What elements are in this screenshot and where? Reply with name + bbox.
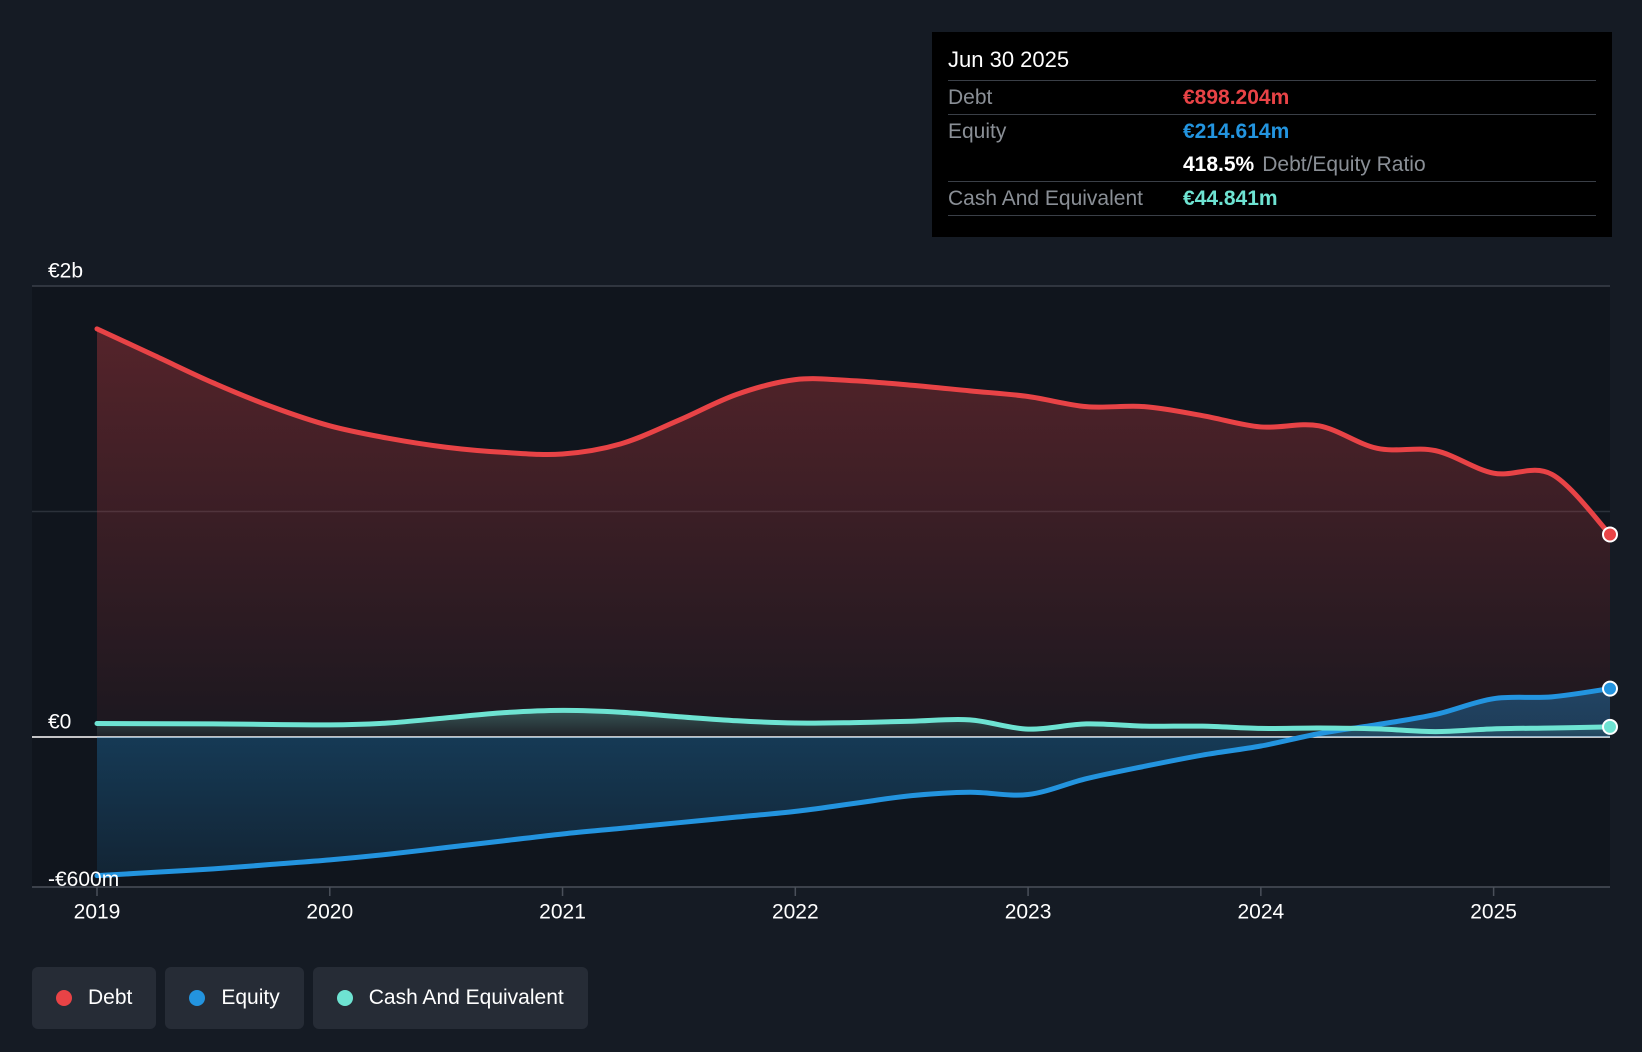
legend-label-equity: Equity [221,986,280,1009]
legend-label-cash: Cash And Equivalent [368,986,564,1009]
legend-item-debt[interactable]: Debt [32,967,157,1029]
tooltip-ratio-value: 418.5% [1183,152,1255,176]
y-tick-label: -€600m [48,868,119,891]
tooltip-debt-label: Debt [948,85,993,109]
tooltip-equity-value: €214.614m [1183,119,1290,143]
chart-legend: Debt Equity Cash And Equivalent [32,967,588,1029]
legend-item-equity[interactable]: Equity [165,967,304,1029]
tooltip-equity-row: Equity €214.614m [948,115,1596,148]
tooltip-cash-value: €44.841m [1183,186,1278,210]
x-tick-label: 2021 [539,901,586,924]
x-tick-label: 2025 [1470,901,1517,924]
tooltip-debt-value: €898.204m [1183,85,1290,109]
marker-cash [1602,718,1618,735]
tooltip-ratio-label: Debt/Equity Ratio [1262,152,1426,176]
tooltip-equity-label: Equity [948,119,1007,143]
marker-debt [1602,526,1618,543]
equity-dot-icon [189,990,206,1006]
marker-equity [1602,680,1618,697]
tooltip-debt-row: Debt €898.204m [948,81,1596,115]
x-tick-label: 2020 [306,901,353,924]
debt-dot-icon [56,990,72,1006]
x-tick-label: 2023 [1005,901,1052,924]
tooltip-date: Jun 30 2025 [948,46,1596,81]
area-debt [97,328,1610,737]
line-cash [94,707,1613,735]
hover-tooltip: Jun 30 2025 Debt €898.204m Equity €214.6… [932,32,1612,237]
y-tick-label: €2b [48,260,83,283]
x-tick-label: 2019 [74,901,121,924]
legend-item-cash[interactable]: Cash And Equivalent [312,967,588,1029]
cash-dot-icon [336,990,353,1006]
y-tick-label: €0 [48,711,71,734]
tooltip-ratio-row: 418.5% Debt/Equity Ratio [948,148,1596,182]
x-tick-label: 2024 [1237,901,1284,924]
tooltip-cash-row: Cash And Equivalent €44.841m [948,182,1596,216]
x-tick-label: 2022 [772,901,819,924]
tooltip-cash-label: Cash And Equivalent [948,186,1143,210]
line-debt [94,326,1613,537]
area-equity [97,688,1610,876]
legend-label-debt: Debt [88,986,133,1009]
